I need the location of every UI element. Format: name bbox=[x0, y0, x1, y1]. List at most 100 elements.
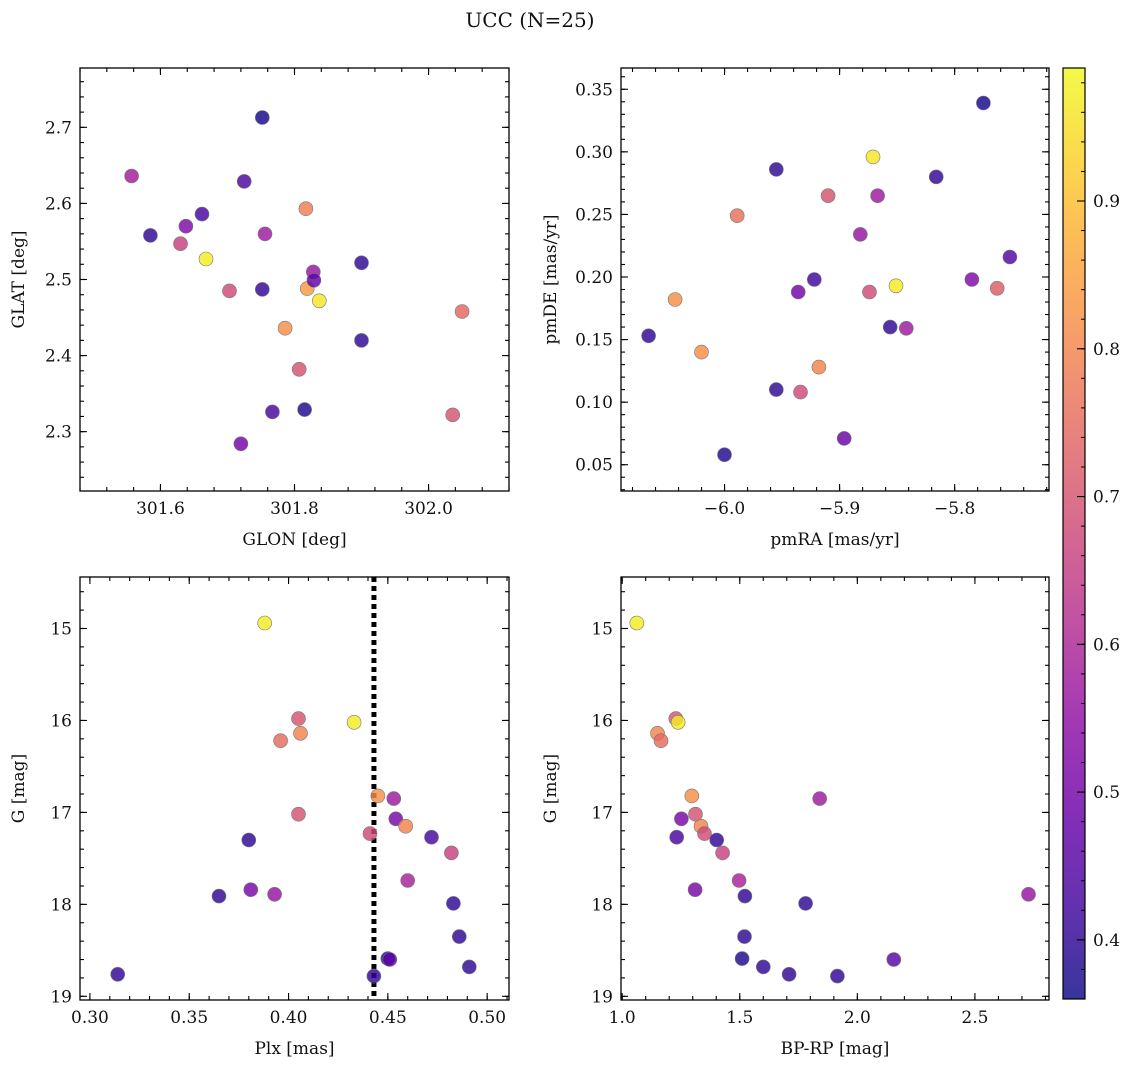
scatter-point bbox=[400, 873, 416, 888]
x-tick-label: 0.40 bbox=[270, 1008, 308, 1028]
scatter-point bbox=[382, 952, 398, 967]
colorbar: 0.4 0.5 0.6 0.7 0.8 0.9 bbox=[1062, 67, 1120, 1000]
scatter-point bbox=[684, 788, 700, 804]
panel-plx-g: 0.30 0.35 0.40 0.45 0.50 15 16 17 18 19 Plx [mas] G… bbox=[9, 576, 510, 1059]
y-tick-label: 18 bbox=[591, 895, 613, 915]
panel-pmra-pmde: −6.0 −5.9 −5.8 0.05 0.10 0.15 0.20 0.25 0.30 0.35… bbox=[541, 67, 1050, 550]
scatter-point bbox=[454, 304, 470, 319]
y-tick-label: 0.35 bbox=[575, 80, 613, 100]
scatter-point bbox=[124, 168, 139, 184]
scatter-point bbox=[241, 832, 257, 848]
colorbar-tick-label: 0.9 bbox=[1093, 192, 1120, 212]
scatter-points bbox=[124, 110, 470, 452]
scatter-point bbox=[989, 280, 1005, 296]
x-axis-label: Plx [mas] bbox=[254, 1039, 334, 1059]
y-tick-label: 19 bbox=[591, 987, 613, 1007]
scatter-point bbox=[257, 226, 273, 242]
scatter-point bbox=[236, 174, 252, 189]
axes-frame bbox=[79, 67, 510, 492]
x-tick-label: −5.8 bbox=[934, 499, 975, 519]
colorbar-ticks: 0.4 0.5 0.6 0.7 0.8 0.9 bbox=[1077, 82, 1120, 1000]
scatter-point bbox=[830, 968, 845, 984]
scatter-point bbox=[641, 328, 656, 344]
colorbar-tick-label: 0.7 bbox=[1093, 488, 1120, 508]
scatter-point bbox=[836, 431, 852, 446]
scatter-point bbox=[1002, 249, 1018, 265]
scatter-point bbox=[346, 714, 362, 730]
scatter-point bbox=[306, 272, 322, 288]
scatter-point bbox=[110, 966, 125, 982]
scatter-point bbox=[298, 201, 314, 216]
scatter-point bbox=[793, 384, 808, 400]
colorbar-frame bbox=[1062, 67, 1086, 1000]
scatter-point bbox=[254, 110, 270, 125]
y-tick-label: 16 bbox=[50, 711, 72, 731]
scatter-point bbox=[354, 255, 369, 271]
panels: 301.6 301.8 302.0 2.3 2.4 2.5 2.6 2.7 GLON [deg]… bbox=[9, 67, 1050, 1059]
y-tick-label: 2.5 bbox=[45, 271, 72, 291]
scatter-point bbox=[445, 407, 461, 423]
y-axis-label: G [mag] bbox=[541, 754, 561, 823]
x-tick-label: 302.0 bbox=[404, 499, 453, 519]
scatter-point bbox=[354, 333, 369, 348]
y-tick-label: 17 bbox=[591, 803, 613, 823]
y-tick-label: 0.15 bbox=[575, 331, 613, 351]
scatter-points bbox=[629, 615, 1036, 984]
scatter-point bbox=[709, 832, 725, 848]
scatter-point bbox=[898, 320, 914, 336]
y-axis-label: G [mag] bbox=[9, 754, 29, 823]
x-tick-label: −5.9 bbox=[819, 499, 860, 519]
scatter-point bbox=[674, 811, 689, 827]
axes-frame bbox=[620, 67, 1050, 492]
scatter-point bbox=[291, 806, 306, 822]
x-tick-label: 2.5 bbox=[961, 1008, 988, 1028]
scatter-point bbox=[734, 951, 750, 966]
scatter-point bbox=[386, 791, 402, 806]
ticks bbox=[621, 68, 1049, 491]
scatter-point bbox=[697, 826, 712, 841]
axes-frame bbox=[620, 576, 1050, 1001]
y-tick-label: 0.05 bbox=[575, 456, 613, 476]
scatter-point bbox=[398, 818, 414, 834]
axes-frame bbox=[79, 576, 510, 1001]
scatter-point bbox=[811, 359, 827, 375]
y-tick-label: 0.10 bbox=[575, 393, 613, 413]
scatter-point bbox=[694, 344, 709, 360]
scatter-point bbox=[362, 826, 378, 841]
y-tick-label: 15 bbox=[50, 619, 72, 639]
y-axis-label: pmDE [mas/yr] bbox=[541, 214, 561, 344]
y-tick-label: 2.4 bbox=[45, 347, 72, 367]
scatter-point bbox=[178, 218, 194, 234]
y-tick-label: 2.7 bbox=[45, 118, 72, 138]
scatter-point bbox=[717, 447, 732, 463]
ticks bbox=[621, 577, 1049, 1000]
scatter-point bbox=[928, 169, 944, 185]
scatter-point bbox=[451, 929, 467, 944]
scatter-point bbox=[194, 206, 210, 222]
scatter-point bbox=[976, 95, 991, 111]
x-tick-label: 301.8 bbox=[270, 499, 319, 519]
scatter-point bbox=[222, 283, 237, 299]
scatter-point bbox=[143, 228, 158, 243]
scatter-point bbox=[755, 959, 771, 975]
y-tick-label: 0.25 bbox=[575, 205, 613, 225]
y-tick-label: 15 bbox=[591, 619, 613, 639]
x-tick-label: 0.50 bbox=[468, 1008, 506, 1028]
scatter-point bbox=[670, 714, 686, 730]
scatter-point bbox=[768, 382, 784, 397]
y-tick-label: 0.30 bbox=[575, 143, 613, 163]
scatter-point bbox=[311, 293, 327, 309]
scatter-point bbox=[291, 711, 306, 726]
y-tick-label: 17 bbox=[50, 803, 72, 823]
scatter-point bbox=[865, 149, 881, 165]
panel-glon-glat: 301.6 301.8 302.0 2.3 2.4 2.5 2.6 2.7 GLON [deg]… bbox=[9, 67, 510, 550]
ticks bbox=[79, 68, 510, 491]
scatter-point bbox=[687, 882, 703, 898]
scatter-point bbox=[964, 272, 980, 287]
scatter-point bbox=[173, 236, 188, 251]
scatter-point bbox=[297, 402, 312, 417]
x-axis-label: BP-RP [mag] bbox=[781, 1039, 890, 1059]
scatter-point bbox=[629, 615, 645, 631]
scatter-point bbox=[669, 829, 685, 845]
